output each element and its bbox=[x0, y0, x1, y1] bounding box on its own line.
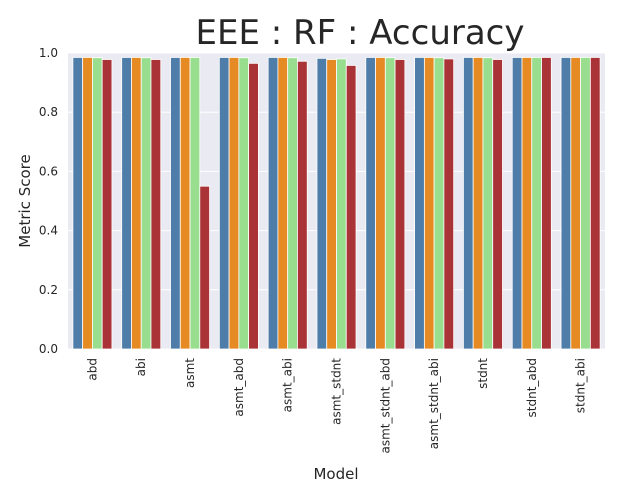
bar-asmt_stdnt-series-4 bbox=[345, 65, 357, 350]
bar-asmt-series-2 bbox=[179, 57, 191, 350]
y-tick-label: 0.4 bbox=[39, 224, 58, 238]
bar-asmt_abd-series-4 bbox=[248, 62, 259, 350]
x-tick-labels: abd abi asmt asmt_abd asmt_abi asmt_stdnt asmt… bbox=[85, 358, 587, 454]
bar-stdnt-series-2 bbox=[472, 57, 484, 350]
bar-asmt_abd-series-2 bbox=[228, 57, 240, 350]
bar-asmt_stdnt_abi-series-4 bbox=[443, 58, 455, 350]
x-tick-label: abi bbox=[134, 358, 148, 376]
bar-stdnt_abd-series-1 bbox=[511, 57, 523, 350]
bar-asmt_abi-series-4 bbox=[297, 60, 308, 350]
bar-stdnt_abi-series-2 bbox=[570, 57, 581, 350]
y-axis-label: Metric Score bbox=[16, 154, 34, 247]
bar-stdnt_abd-series-2 bbox=[521, 57, 533, 350]
bar-abd-series-3 bbox=[92, 57, 103, 350]
x-axis-label: Model bbox=[313, 465, 358, 483]
bar-stdnt_abi-series-3 bbox=[580, 57, 591, 350]
bar-asmt_abd-series-1 bbox=[218, 57, 230, 350]
bar-asmt_stdnt_abi-series-3 bbox=[433, 57, 445, 350]
bar-asmt_abi-series-1 bbox=[267, 57, 279, 350]
bar-stdnt_abd-series-3 bbox=[531, 57, 542, 350]
bar-abi-series-3 bbox=[140, 57, 152, 350]
y-tick-label: 1.0 bbox=[39, 46, 58, 60]
x-tick-label: stdnt bbox=[476, 358, 490, 389]
x-tick-label: asmt_stdnt_abd bbox=[378, 358, 392, 453]
bar-stdnt-series-4 bbox=[492, 59, 503, 350]
bar-asmt-series-3 bbox=[189, 57, 201, 350]
bar-asmt_stdnt-series-1 bbox=[316, 57, 328, 350]
bar-abi-series-1 bbox=[121, 57, 132, 350]
bar-stdnt_abd-series-4 bbox=[541, 57, 552, 350]
bar-abd-series-1 bbox=[72, 57, 84, 350]
x-tick-label: asmt_stdnt_abi bbox=[427, 358, 441, 449]
bar-stdnt-series-1 bbox=[463, 57, 474, 350]
bar-asmt_abd-series-3 bbox=[238, 57, 250, 350]
x-tick-label: asmt bbox=[183, 358, 197, 388]
y-tick-label: 0.0 bbox=[39, 342, 58, 356]
bar-asmt_stdnt_abi-series-2 bbox=[423, 57, 435, 350]
y-tick-labels: 0.0 0.2 0.4 0.6 0.8 1.0 bbox=[39, 46, 58, 356]
bar-asmt-series-4 bbox=[199, 185, 210, 350]
x-tick-label: asmt_stdnt bbox=[330, 358, 344, 425]
bar-asmt_stdnt_abd-series-4 bbox=[394, 59, 406, 350]
bar-asmt_stdnt_abd-series-3 bbox=[384, 57, 396, 350]
bar-abd-series-2 bbox=[82, 57, 93, 350]
bars bbox=[72, 57, 601, 350]
bar-asmt_abi-series-3 bbox=[287, 57, 298, 350]
bar-asmt_stdnt_abi-series-1 bbox=[414, 57, 425, 350]
bar-asmt_abi-series-2 bbox=[277, 57, 289, 350]
y-tick-label: 0.2 bbox=[39, 283, 58, 297]
bar-asmt_stdnt_abd-series-2 bbox=[375, 57, 386, 350]
bar-stdnt_abi-series-1 bbox=[560, 57, 572, 350]
x-tick-label: stdnt_abd bbox=[525, 358, 539, 417]
bar-abi-series-2 bbox=[131, 57, 142, 350]
y-tick-label: 0.6 bbox=[39, 164, 58, 178]
y-tick-label: 0.8 bbox=[39, 105, 58, 119]
bar-stdnt-series-3 bbox=[482, 57, 494, 350]
bar-abi-series-4 bbox=[150, 59, 162, 350]
bar-asmt_stdnt_abd-series-1 bbox=[365, 57, 376, 350]
bar-asmt-series-1 bbox=[170, 57, 181, 350]
x-tick-label: stdnt_abi bbox=[574, 358, 588, 413]
chart-title: EEE : RF : Accuracy bbox=[196, 13, 525, 53]
x-tick-label: asmt_abd bbox=[232, 358, 246, 417]
bar-abd-series-4 bbox=[101, 59, 113, 350]
x-tick-label: abd bbox=[85, 358, 99, 381]
bar-asmt_stdnt-series-2 bbox=[326, 59, 337, 350]
bar-asmt_stdnt-series-3 bbox=[336, 58, 347, 350]
bar-stdnt_abi-series-4 bbox=[589, 57, 601, 350]
x-tick-label: asmt_abi bbox=[281, 358, 295, 412]
